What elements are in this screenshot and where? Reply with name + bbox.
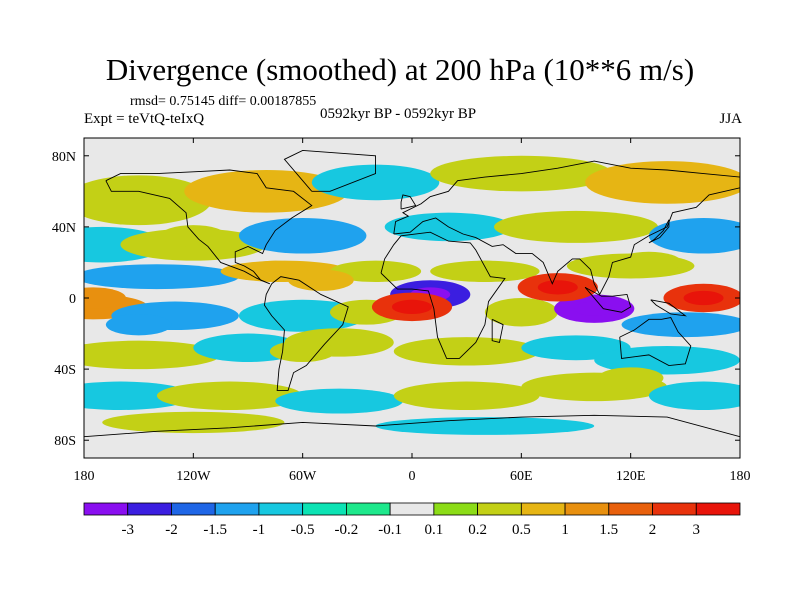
contour-fill [238,218,367,254]
contour-fill [288,269,354,291]
contour-fill [311,164,440,201]
contour-fill [616,251,682,274]
colorbar-swatch [564,502,610,516]
lon-tick-label: 120E [616,469,646,484]
colorbar-label: 1 [561,522,569,538]
colorbar-swatch [608,502,653,516]
contour-fill [391,299,433,314]
lon-tick-label: 180 [730,469,751,484]
colorbar-swatch [302,502,347,516]
lat-tick-label: 0 [69,292,76,307]
coastline [491,318,504,343]
coastline [263,276,349,391]
contour-fill [156,381,303,410]
coastline [380,231,506,359]
colorbar-swatch [520,502,566,516]
coastline [84,414,740,438]
season-label: JJA [719,111,742,127]
colorbar-swatch [171,502,216,516]
coastline [105,169,313,285]
lon-tick-label: 60W [289,469,317,484]
colorbar-swatch [433,502,479,516]
contour-fills [84,155,740,435]
contour-fill [84,287,126,309]
lon-tick-label: 60E [510,469,533,484]
contour-fill [484,298,558,327]
colorbar-swatch [652,502,697,516]
coastline [283,149,377,192]
contour-fill [375,417,595,435]
colorbar-label: 0.5 [512,522,531,538]
colorbar-swatch [345,502,391,516]
colorbar-label: 0.1 [424,522,443,538]
colorbar-label: -1.5 [203,522,227,538]
contour-fill [537,280,578,295]
colorbar-swatch [83,502,129,516]
colorbar-label: 3 [693,522,701,538]
contour-fill [452,260,518,283]
contour-fill [84,264,239,290]
colorbar-label: 0.2 [468,522,487,538]
colorbar-label: -0.2 [335,522,359,538]
latitude-axis: 80N 40N 0 40S 80S [52,150,740,449]
contour-fill [84,340,221,370]
colorbar-label: -0.1 [378,522,402,538]
longitude-axis: 180 120W 60W 0 60E 120E 180 [74,138,751,484]
contour-fill [594,346,740,375]
contour-fill [683,290,724,306]
coastline [648,219,670,244]
contour-fill [84,175,212,226]
contour-fill [330,260,422,283]
period-label: 0592kyr BP - 0592kyr BP [320,106,477,122]
colorbar-swatch [477,502,522,516]
contour-fill [269,340,336,363]
contour-fill [597,367,664,389]
contour-fill [105,314,172,336]
coastline [393,160,740,296]
lat-tick-label: 80S [54,434,76,449]
colorbar-swatch [695,502,741,516]
colorbar-swatch [258,502,304,516]
lon-tick-label: 120W [176,469,211,484]
colorbar-swatch [127,502,172,516]
contour-fill [648,381,740,410]
contour-fill [275,388,403,414]
contour-fill [585,161,740,204]
lat-tick-label: 80N [52,150,76,165]
coastline [584,286,632,313]
colorbar-swatch [389,502,435,516]
colorbar-label: -0.5 [291,522,315,538]
colorbar-swatch [214,502,260,516]
coastline [619,317,692,367]
contour-fill [621,312,740,338]
contour-fill [84,381,194,410]
lon-tick-label: 0 [409,469,416,484]
plot-title: Divergence (smoothed) at 200 hPa (10**6 … [105,52,695,87]
coastlines [84,149,740,438]
colorbar-label: 1.5 [599,522,618,538]
coastline [400,194,417,210]
colorbar: -3 -2 -1.5 -1 -0.5 -0.2 -0.1 0.1 0.2 0.5 1 1.5 2 3 [83,502,741,538]
contour-fill [393,381,540,410]
lat-tick-label: 40S [54,363,76,378]
colorbar-label: -1 [253,522,266,538]
experiment-label: Expt = teVtQ-teIxQ [84,111,205,127]
contour-fill [102,411,285,434]
stats-text: rmsd= 0.75145 diff= 0.00187855 [130,94,317,109]
contour-fill [574,301,615,316]
contour-fill [648,218,740,254]
colorbar-label: -2 [165,522,178,538]
lat-tick-label: 40N [52,221,76,236]
coastline [650,299,687,317]
colorbar-label: 2 [649,522,657,538]
lon-tick-label: 180 [74,469,95,484]
contour-fill [160,225,227,247]
contour-fill [494,210,658,243]
colorbar-label: -3 [121,522,134,538]
